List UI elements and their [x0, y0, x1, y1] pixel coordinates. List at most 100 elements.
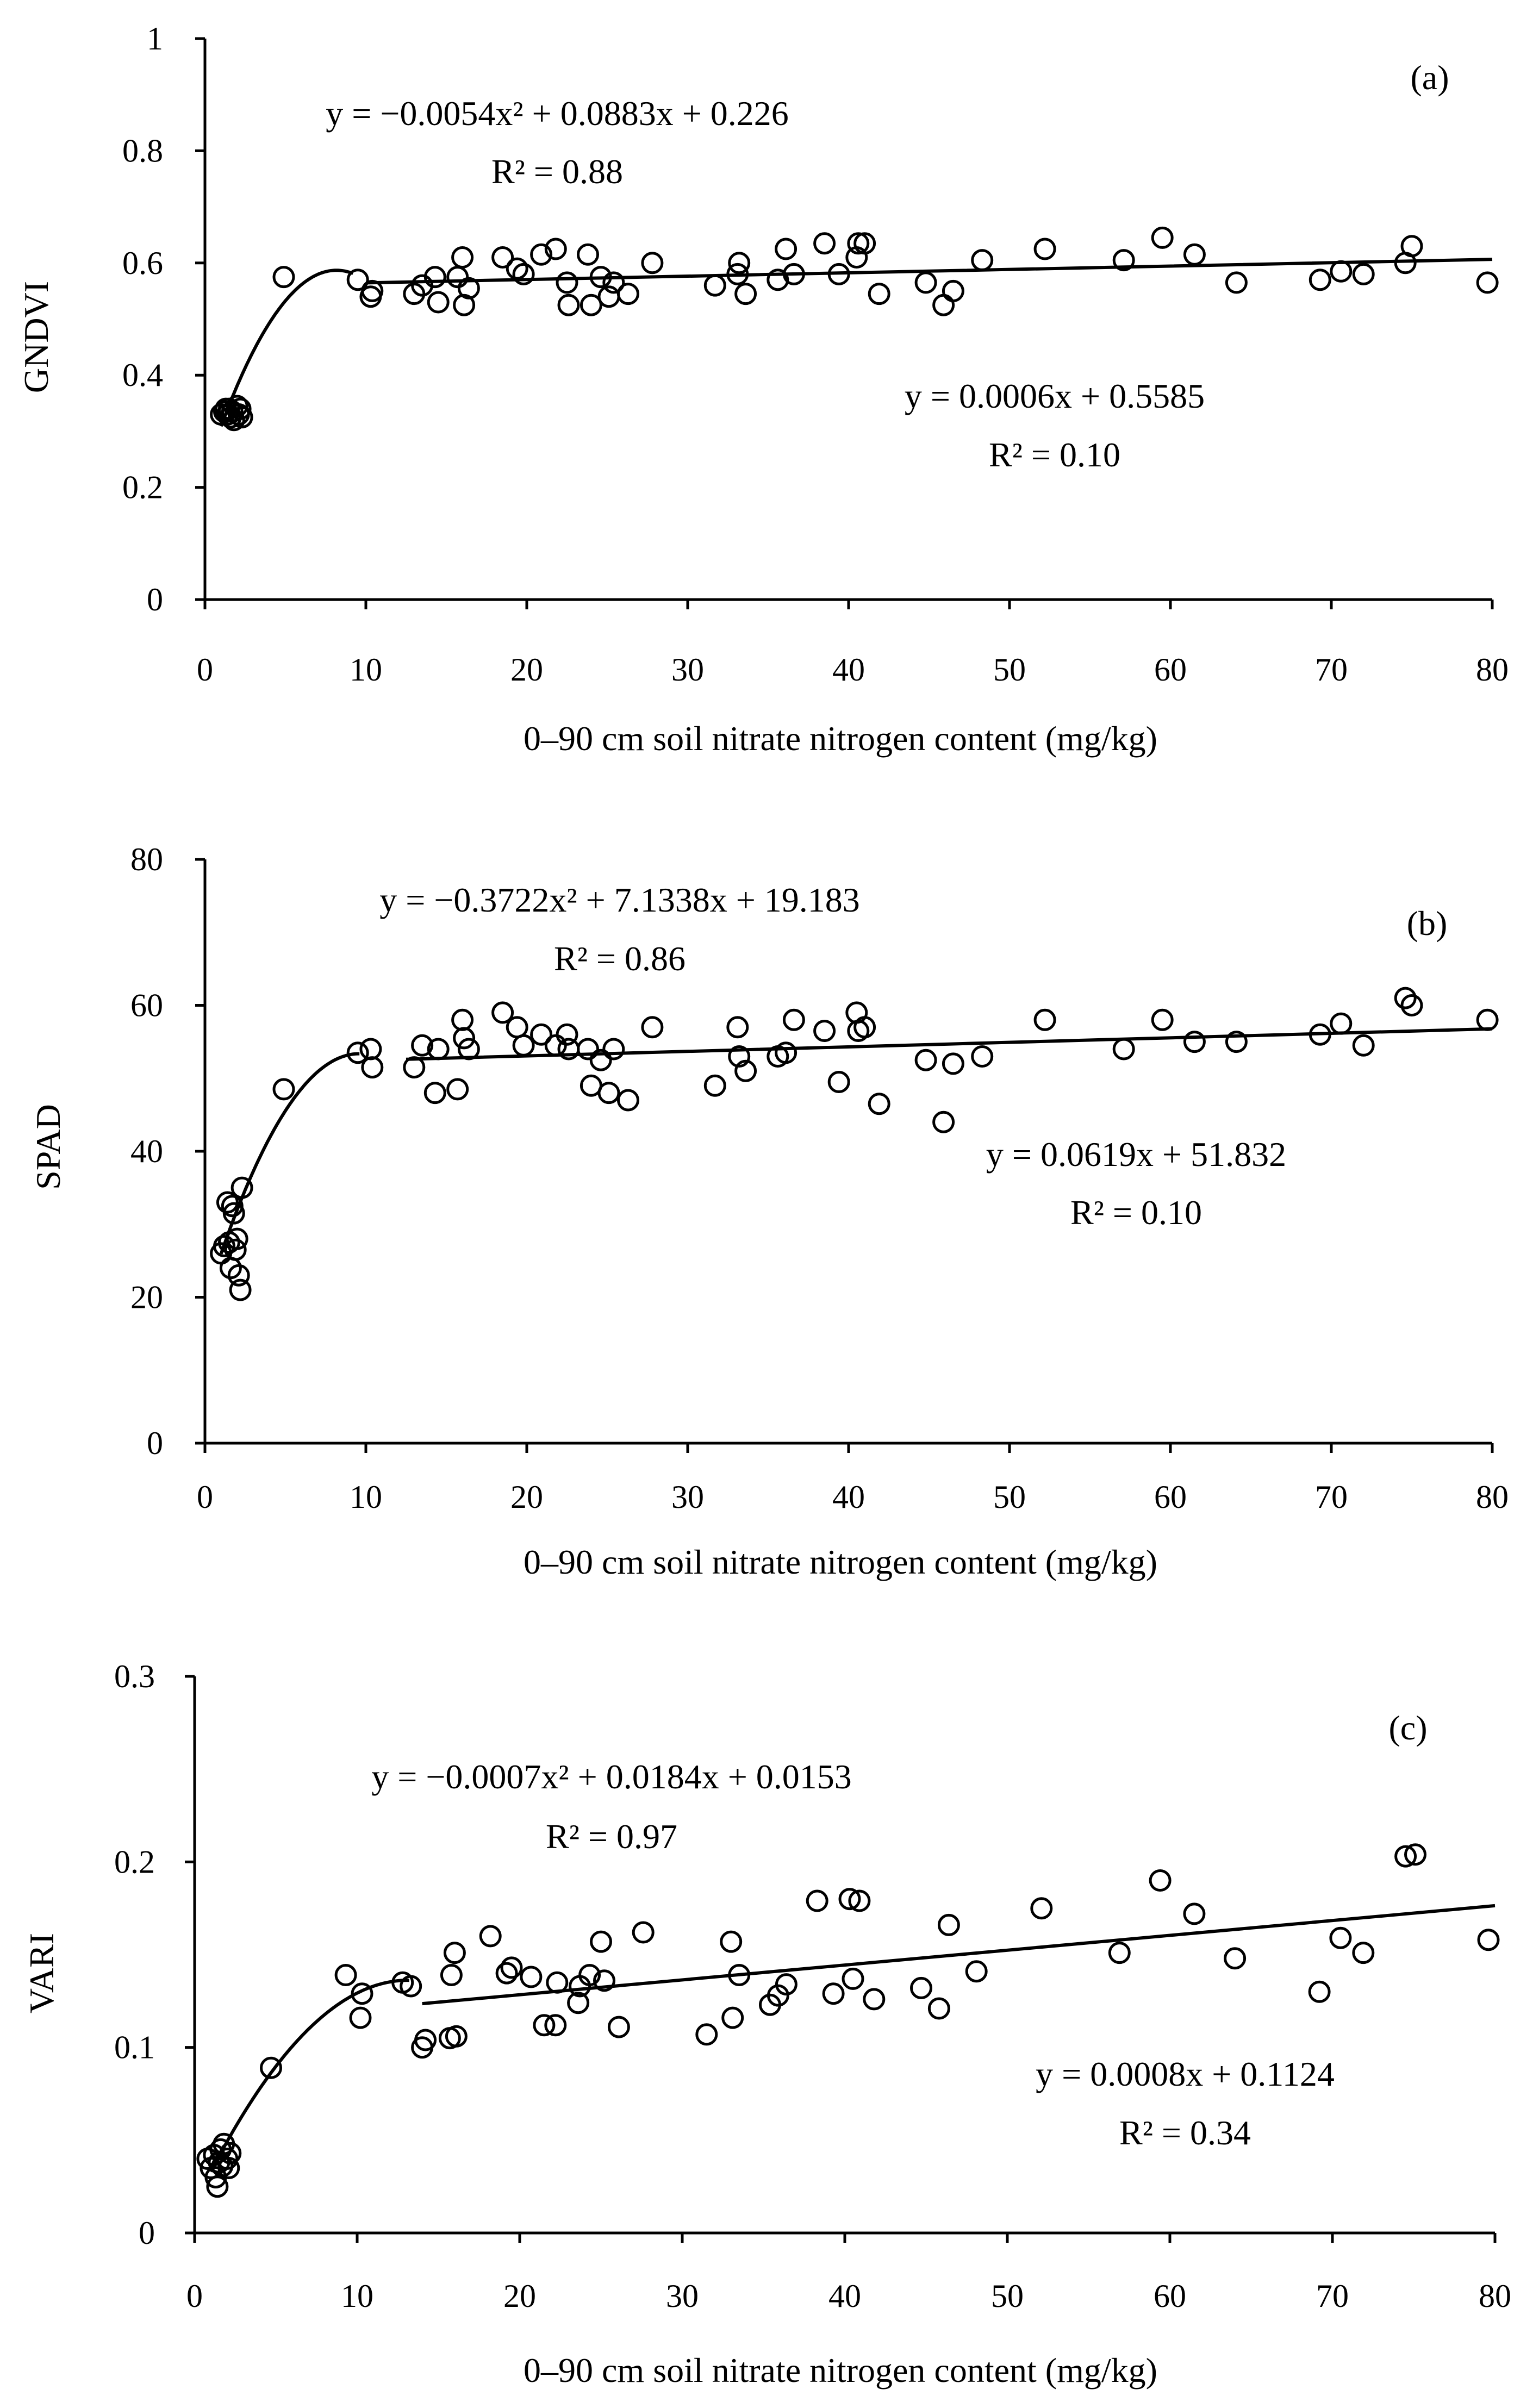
- panel-c-x-tick-label: 70: [1316, 2278, 1349, 2314]
- panel-b-data-point: [403, 1056, 426, 1079]
- panel-a-data-point: [782, 263, 805, 285]
- panel-b-y-tick-label: 80: [130, 841, 163, 877]
- panel-c-data-point: [1477, 1929, 1500, 1951]
- panel-a-data-point: [577, 243, 599, 266]
- panel-b-data-point: [1225, 1031, 1248, 1053]
- panel-b-data-point: [853, 1016, 876, 1039]
- panel-b-data-point: [457, 1038, 480, 1060]
- panel-b-data-point: [216, 1191, 239, 1214]
- panel-a-data-point: [215, 397, 237, 420]
- panel-c-data-point: [217, 2157, 240, 2179]
- panel-a-data-point: [703, 274, 726, 297]
- panel-a-data-point: [451, 246, 474, 269]
- panel-c-data-point: [260, 2056, 282, 2079]
- panel-c-x-tick-label: 80: [1479, 2278, 1511, 2314]
- panel-c-data-point: [910, 1976, 932, 1999]
- panel-a-y-tick-label: 0.2: [122, 470, 163, 506]
- panel-c-data-points: [196, 1843, 1500, 2198]
- panel-c-data-point: [848, 1889, 871, 1912]
- panel-a-data-point: [853, 232, 876, 255]
- panel-c-data-point: [495, 1962, 518, 1985]
- panel-a-data-point: [932, 294, 955, 316]
- panel-a-x-tick-label: 40: [832, 652, 865, 688]
- panel-a-data-point: [847, 232, 870, 255]
- panel-b-quadratic-equation: y = −0.3722x² + 7.1338x + 19.183: [379, 881, 860, 919]
- panel-c-data-point: [965, 1960, 988, 1983]
- panel-b-x-tick-label: 80: [1476, 1479, 1509, 1515]
- panel-c-data-point: [1108, 1942, 1131, 1964]
- panel-c-data-point: [863, 1988, 886, 2011]
- panel-c-data-point: [546, 1971, 569, 1994]
- panel-a-data-points: [210, 226, 1499, 432]
- panel-a-x-tick-label: 60: [1154, 652, 1187, 688]
- panel-a-data-point: [556, 271, 578, 294]
- panel-c-x-tick-label: 10: [341, 2278, 373, 2314]
- panel-c-data-point: [720, 1930, 743, 1953]
- panel-c-data-point: [842, 1967, 864, 1990]
- panel-c-fit-lines: [209, 1904, 1496, 2173]
- panel-a-data-point: [361, 279, 384, 302]
- panel-b-data-point: [971, 1045, 994, 1068]
- panel-c-data-point: [351, 1982, 373, 2005]
- panel-b-data-point: [782, 1008, 805, 1031]
- panel-c-data-point: [695, 2023, 718, 2046]
- panel-b-data-point: [230, 1176, 253, 1199]
- panel-c-x-tick-label: 30: [666, 2278, 699, 2314]
- panel-b-data-point: [423, 1082, 446, 1105]
- panel-b-data-point: [453, 1027, 476, 1050]
- panel-a-data-point: [641, 252, 664, 275]
- panel-a-data-point: [813, 232, 836, 255]
- panel-c-data-point: [520, 1966, 543, 1988]
- panel-c-data-point: [500, 1956, 523, 1979]
- panel-b-data-point: [813, 1020, 836, 1042]
- panel-c-data-point: [927, 1997, 950, 2020]
- panel-c-data-point: [206, 2175, 229, 2198]
- panel-b-data-point: [361, 1056, 384, 1079]
- panel-c-y-tick-label: 0.1: [114, 2030, 155, 2066]
- panel-c-data-point: [414, 2029, 437, 2051]
- panel-a-x-axis-title: 0–90 cm soil nitrate nitrogen content (m…: [524, 719, 1157, 758]
- panel-b-data-point: [359, 1038, 382, 1060]
- panel-c-data-point: [593, 1969, 615, 1992]
- panel-a-quadratic-r2: R² = 0.88: [491, 152, 623, 191]
- panel-b-data-point: [1112, 1038, 1135, 1060]
- panel-a-data-point: [617, 283, 639, 305]
- panel-c-linear-r2: R² = 0.34: [1119, 2113, 1251, 2152]
- panel-a-data-point: [1183, 243, 1206, 266]
- panel-c-data-point: [567, 1992, 590, 2014]
- panel-b-quadratic-r2: R² = 0.86: [554, 939, 686, 978]
- panel-a-data-point: [229, 397, 252, 420]
- panel-a-data-point: [1225, 271, 1248, 294]
- panel-b-x-axis-title: 0–90 cm soil nitrate nitrogen content (m…: [524, 1543, 1157, 1581]
- panel-c-x-tick-label: 60: [1154, 2278, 1186, 2314]
- panel-b-data-point: [1352, 1034, 1375, 1057]
- panel-a-y-axis-title: GNDVI: [17, 281, 55, 393]
- panel-a-data-point: [1033, 238, 1056, 260]
- panel-a-x-tick-label: 20: [510, 652, 543, 688]
- panel-a-linear-fit-line: [365, 258, 1493, 285]
- panel-b-y-tick-label: 20: [130, 1280, 163, 1315]
- panel-a-data-point: [1352, 263, 1375, 285]
- panel-c-data-point: [533, 2014, 556, 2037]
- panel-c-x-tick-label: 50: [991, 2278, 1024, 2314]
- panel-a-y-tick-label: 0.4: [122, 357, 163, 393]
- panel-c-data-point: [1030, 1897, 1053, 1920]
- panel-b-data-point: [1033, 1008, 1056, 1031]
- panel-b-data-point: [589, 1049, 612, 1071]
- panel-b-linear-equation: y = 0.0619x + 51.832: [986, 1135, 1286, 1174]
- panel-c-data-point: [728, 1964, 751, 1986]
- chart-panel-c: 0 0.1 0.2 0.3 0 10 20 30 40 50 60 70 80 (c) y = −0.0…: [22, 1658, 1511, 2390]
- panel-b-x-tick-label: 20: [510, 1479, 543, 1515]
- panel-c-data-point: [838, 1888, 861, 1911]
- panel-a-data-point: [512, 263, 535, 285]
- panel-b-data-point: [942, 1052, 964, 1075]
- panel-c-data-point: [1149, 1869, 1172, 1892]
- panel-a-label: (a): [1410, 58, 1449, 97]
- panel-a-x-tick-label: 50: [993, 652, 1026, 688]
- panel-a-data-point: [272, 266, 295, 289]
- panel-b-data-point: [512, 1034, 535, 1057]
- panel-c-data-point: [607, 2016, 630, 2038]
- panel-c-x-tick-label: 40: [828, 2278, 861, 2314]
- panel-b-axes: 0 20 40 60 80 0 10 20 30 40 50 60 70 80: [130, 841, 1509, 1515]
